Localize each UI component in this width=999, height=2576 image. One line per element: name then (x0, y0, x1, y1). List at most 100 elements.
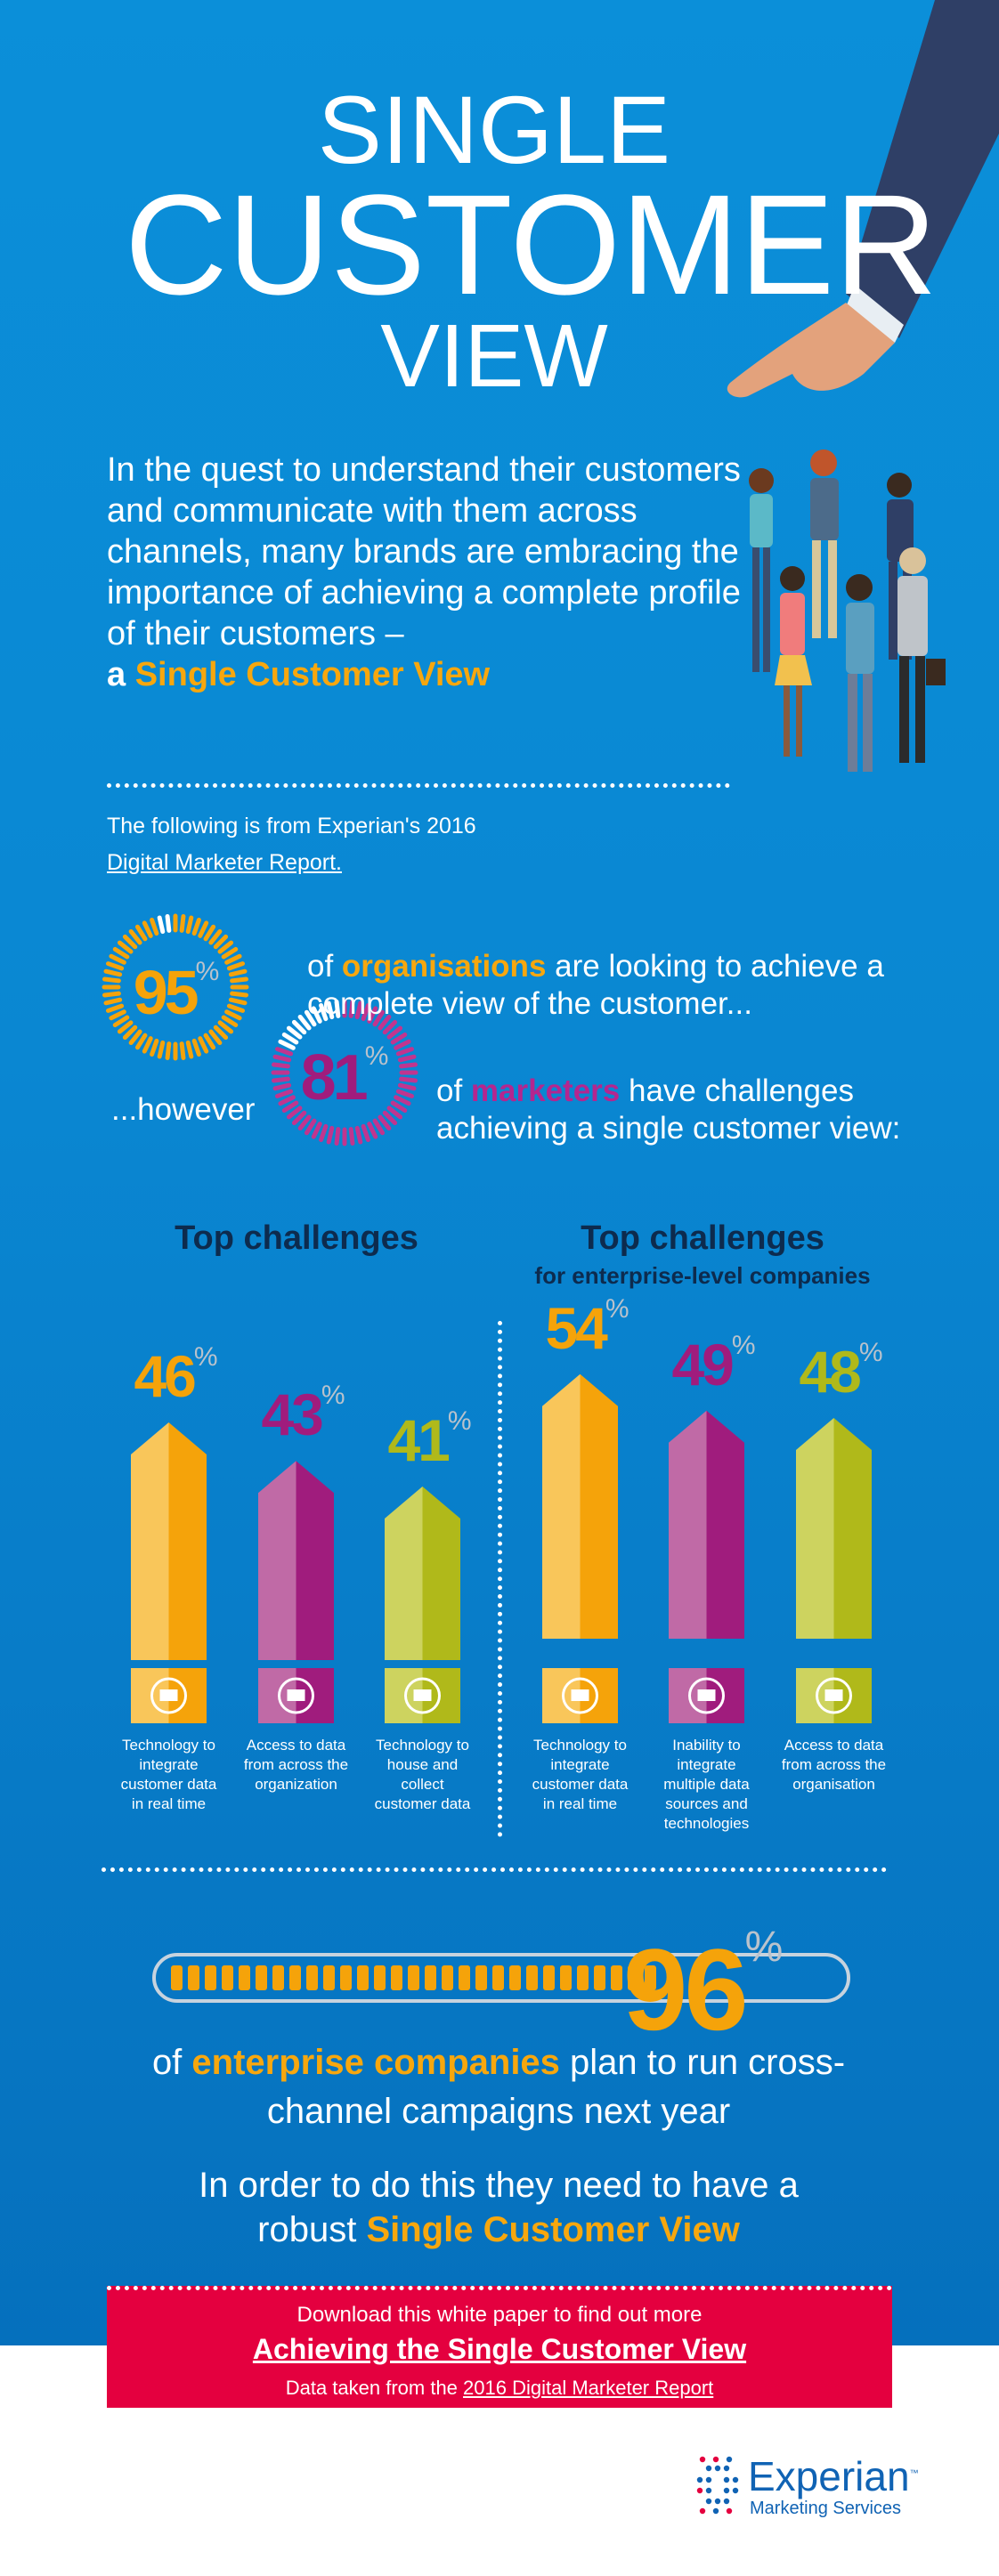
divider (102, 1867, 887, 1872)
progress-segment (391, 1965, 402, 1990)
logo-dot (705, 2487, 712, 2494)
logo-dot (705, 2465, 712, 2472)
bar-value-label: 48% (799, 1338, 883, 1405)
logo-dot (712, 2456, 719, 2463)
bar-value-label: 49% (671, 1330, 756, 1397)
progress-segment (594, 1965, 605, 1990)
logo-dot (699, 2456, 706, 2463)
logo-dot (726, 2507, 733, 2515)
title-line-1: SINGLE (317, 76, 671, 183)
progress-segment (306, 1965, 318, 1990)
stat2-lead: ...however (111, 1092, 256, 1127)
intro-highlight: Single Customer View (134, 656, 491, 693)
chart2-subtitle: for enterprise-level companies (534, 1262, 871, 1289)
progress-segment (323, 1965, 335, 1990)
progress-segment (171, 1965, 183, 1990)
logo-dot (696, 2487, 703, 2494)
progress-segment (628, 1965, 639, 1990)
progress-segment (256, 1965, 267, 1990)
source-text: The following is from Experian's 2016 Dig… (107, 814, 476, 875)
bar-value-label: 46% (134, 1342, 218, 1409)
stat1-value: 95% (133, 957, 220, 1027)
cta-banner: Download this white paper to find out mo… (107, 2286, 892, 2408)
logo-dot (699, 2507, 706, 2515)
value: 43 (261, 1381, 323, 1448)
hand-with-people-illustration (727, 0, 999, 772)
logo-dot (732, 2487, 739, 2494)
people-icon (749, 450, 946, 772)
value: 49 (671, 1331, 734, 1397)
bar-category-label: Technology to house and collect customer… (374, 1737, 471, 1812)
stat3-value: 96% (623, 1924, 784, 2054)
progress-segment (408, 1965, 419, 1990)
bar-value-label: 54% (545, 1293, 629, 1361)
progress-segment (222, 1965, 233, 1990)
progress-segment (560, 1965, 572, 1990)
progress-bar-96 (152, 1953, 850, 2003)
logo-dot (723, 2498, 730, 2505)
divider (107, 783, 730, 788)
progress-segment (611, 1965, 622, 1990)
bar-category-label: Inability to integrate multiple data sou… (663, 1737, 750, 1832)
progress-segment (205, 1965, 216, 1990)
logo-dot (705, 2498, 712, 2505)
logo-dot (705, 2476, 712, 2483)
progress-segment (289, 1965, 301, 1990)
progress-segment (577, 1965, 589, 1990)
progress-segment (645, 1965, 656, 1990)
progress-segment (543, 1965, 555, 1990)
logo-dot (726, 2456, 733, 2463)
logo-dot (723, 2476, 730, 2483)
progress-segment (374, 1965, 386, 1990)
value: 41 (387, 1407, 450, 1473)
stat4-text: In order to do this they need to have a … (199, 2166, 799, 2249)
stat1-text: of organisations are looking to achieve … (307, 949, 884, 1021)
logo-dot (723, 2465, 730, 2472)
bar-category-label: Access to data from across the organisat… (781, 1737, 887, 1793)
progress-segment (475, 1965, 487, 1990)
bar-value-label: 43% (261, 1381, 345, 1448)
experian-dots-icon (696, 2456, 739, 2515)
stat2-value: 81% (300, 1041, 389, 1114)
white-paper-link[interactable]: Achieving the Single Customer View (252, 2333, 747, 2365)
title-line-3: VIEW (380, 306, 608, 406)
bar-category-label: Access to data from across the organizat… (243, 1737, 349, 1793)
progress-segment (459, 1965, 470, 1990)
logo-sub: Marketing Services (750, 2499, 902, 2518)
progress-segment (526, 1965, 538, 1990)
logo-dot (732, 2476, 739, 2483)
report-link-2[interactable]: 2016 Digital Marketer Report (463, 2377, 714, 2399)
report-link[interactable]: Digital Marketer Report. (107, 850, 342, 875)
value: 48 (799, 1339, 861, 1405)
experian-logo[interactable]: Experian™ Marketing Services (694, 2452, 919, 2519)
progress-segment (442, 1965, 453, 1990)
chart1-title: Top challenges (175, 1219, 418, 1257)
logo-dot (712, 2507, 719, 2515)
progress-segment (425, 1965, 436, 1990)
progress-segment (340, 1965, 352, 1990)
logo-name: Experian (748, 2453, 910, 2499)
value: 54 (545, 1294, 607, 1361)
bar-category-label: Technology to integrate customer data in… (120, 1737, 217, 1812)
intro-text: In the quest to understand their custome… (107, 451, 741, 693)
stat3-text: of enterprise companies plan to run cros… (151, 2043, 846, 2131)
cta-line1: Download this white paper to find out mo… (296, 2303, 703, 2327)
logo-dot (714, 2465, 721, 2472)
logo-dot (714, 2498, 721, 2505)
bar-value-label: 41% (387, 1406, 472, 1473)
chart2-title: Top challenges (581, 1219, 824, 1257)
logo-dot (723, 2487, 730, 2494)
bar-category-label: Technology to integrate customer data in… (532, 1737, 629, 1812)
logo-dot (696, 2476, 703, 2483)
progress-segment (492, 1965, 504, 1990)
progress-segment (272, 1965, 284, 1990)
chart-divider (498, 1321, 502, 1837)
progress-segment (509, 1965, 521, 1990)
cta-line3: Data taken from the 2016 Digital Markete… (285, 2377, 714, 2399)
value: 46 (134, 1343, 196, 1409)
progress-segment (188, 1965, 199, 1990)
stat2-text: of marketers have challenges achieving a… (436, 1073, 901, 1146)
progress-segment (357, 1965, 369, 1990)
progress-segment (239, 1965, 250, 1990)
title-line-2: CUSTOMER (125, 165, 938, 324)
